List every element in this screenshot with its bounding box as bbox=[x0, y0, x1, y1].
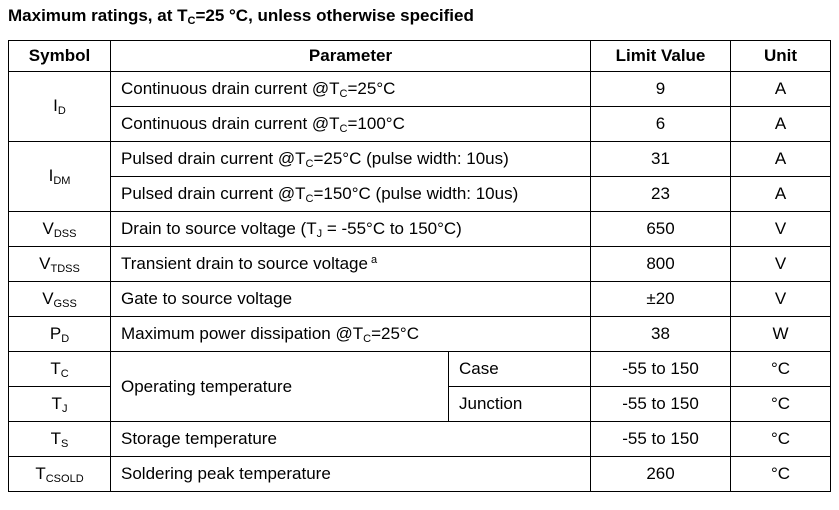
table-row: VTDSS Transient drain to source voltage a… bbox=[8, 246, 832, 282]
unit-cell: W bbox=[730, 316, 832, 352]
limit-value-cell: 31 bbox=[590, 141, 732, 177]
unit-cell: °C bbox=[730, 351, 832, 387]
limit-value-cell: 23 bbox=[590, 176, 732, 212]
table-row: VDSS Drain to source voltage (TJ = -55°C… bbox=[8, 211, 832, 247]
header-unit: Unit bbox=[730, 40, 832, 72]
table-header-row: Symbol Parameter Limit Value Unit bbox=[8, 40, 832, 72]
unit-cell: V bbox=[730, 211, 832, 247]
parameter-cell: Pulsed drain current @TC=25°C (pulse wid… bbox=[109, 141, 592, 177]
table-row: PD Maximum power dissipation @TC=25°C 38… bbox=[8, 316, 832, 352]
parameter-cell: Continuous drain current @TC=25°C bbox=[109, 71, 592, 107]
limit-value-cell: 650 bbox=[590, 211, 732, 247]
parameter-cell: Transient drain to source voltage a bbox=[109, 246, 592, 282]
table-row: TJ Junction -55 to 150 °C bbox=[8, 386, 832, 422]
unit-cell: °C bbox=[730, 421, 832, 457]
unit-cell: A bbox=[730, 141, 832, 177]
header-parameter: Parameter bbox=[109, 40, 592, 72]
symbol-cell: TC bbox=[8, 351, 111, 387]
parameter-cell: Operating temperature bbox=[110, 351, 449, 422]
unit-cell: A bbox=[730, 106, 832, 142]
table-row: VGSS Gate to source voltage ±20 V bbox=[8, 281, 832, 317]
table-row: TC Operating temperature Case -55 to 150… bbox=[8, 351, 832, 422]
condition-cell: Junction bbox=[447, 386, 592, 422]
limit-value-cell: ±20 bbox=[590, 281, 732, 317]
limit-value-cell: -55 to 150 bbox=[590, 351, 732, 387]
ratings-table: Symbol Parameter Limit Value Unit ID Con… bbox=[8, 40, 832, 492]
parameter-cell: Drain to source voltage (TJ = -55°C to 1… bbox=[109, 211, 592, 247]
symbol-cell: TCSOLD bbox=[8, 456, 111, 492]
header-symbol: Symbol bbox=[8, 40, 111, 72]
parameter-cell: Gate to source voltage bbox=[109, 281, 592, 317]
limit-value-cell: 800 bbox=[590, 246, 732, 282]
table-row: Continuous drain current @TC=100°C 6 A bbox=[9, 106, 832, 142]
table-row: ID Continuous drain current @TC=25°C 9 A bbox=[8, 71, 832, 142]
limit-value-cell: -55 to 150 bbox=[590, 386, 732, 422]
unit-cell: A bbox=[730, 71, 832, 107]
symbol-cell: VDSS bbox=[8, 211, 111, 247]
symbol-cell: IDM bbox=[8, 141, 111, 212]
parameter-cell: Continuous drain current @TC=100°C bbox=[109, 106, 592, 142]
page-title: Maximum ratings, at TC=25 °C, unless oth… bbox=[8, 6, 474, 27]
symbol-cell: VGSS bbox=[8, 281, 111, 317]
footnote-marker: a bbox=[370, 254, 378, 266]
symbol-cell: PD bbox=[8, 316, 111, 352]
table-row: TCSOLD Soldering peak temperature 260 °C bbox=[8, 456, 832, 492]
parameter-cell: Pulsed drain current @TC=150°C (pulse wi… bbox=[109, 176, 592, 212]
unit-cell: V bbox=[730, 246, 832, 282]
unit-cell: V bbox=[730, 281, 832, 317]
table-row: IDM Pulsed drain current @TC=25°C (pulse… bbox=[8, 141, 832, 212]
limit-value-cell: 9 bbox=[590, 71, 732, 107]
table-row: TS Storage temperature -55 to 150 °C bbox=[8, 421, 832, 457]
parameter-cell: Maximum power dissipation @TC=25°C bbox=[109, 316, 592, 352]
condition-cell: Case bbox=[447, 351, 592, 387]
table-row: Pulsed drain current @TC=150°C (pulse wi… bbox=[9, 176, 832, 212]
unit-cell: °C bbox=[730, 456, 832, 492]
symbol-cell: TJ bbox=[8, 386, 111, 422]
header-limit-value: Limit Value bbox=[590, 40, 732, 72]
limit-value-cell: -55 to 150 bbox=[590, 421, 732, 457]
parameter-cell: Storage temperature bbox=[109, 421, 592, 457]
limit-value-cell: 260 bbox=[590, 456, 732, 492]
limit-value-cell: 6 bbox=[590, 106, 732, 142]
symbol-cell: TS bbox=[8, 421, 111, 457]
symbol-cell: VTDSS bbox=[8, 246, 111, 282]
limit-value-cell: 38 bbox=[590, 316, 732, 352]
unit-cell: °C bbox=[730, 386, 832, 422]
parameter-cell: Soldering peak temperature bbox=[109, 456, 592, 492]
unit-cell: A bbox=[730, 176, 832, 212]
symbol-cell: ID bbox=[8, 71, 111, 142]
